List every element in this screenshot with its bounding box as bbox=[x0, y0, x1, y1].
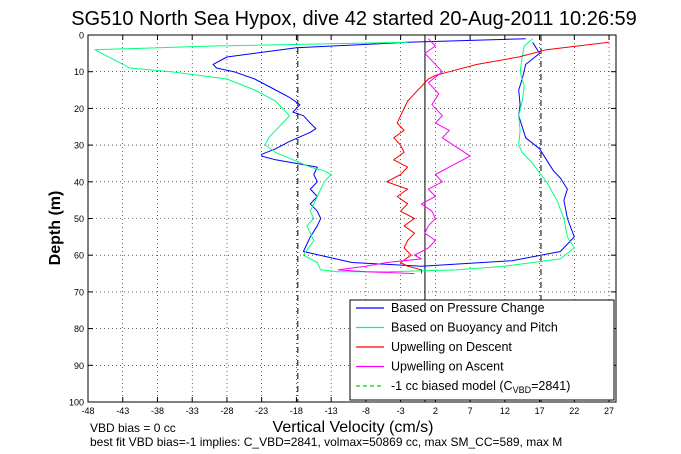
x-tick-label: 27 bbox=[604, 406, 614, 416]
y-tick-label: 60 bbox=[74, 251, 84, 261]
series-line-1 bbox=[94, 38, 575, 273]
series-line-3 bbox=[337, 38, 471, 275]
y-tick-labels: 0 10 20 30 40 50 60 70 80 90 100 bbox=[69, 31, 84, 408]
x-tick-label: -33 bbox=[186, 406, 199, 416]
legend-box bbox=[349, 299, 615, 401]
y-tick-label: 30 bbox=[74, 141, 84, 151]
y-tick-label: 50 bbox=[74, 214, 84, 224]
y-tick-label: 80 bbox=[74, 324, 84, 334]
x-tick-label: 22 bbox=[569, 406, 579, 416]
x-tick-label: -8 bbox=[362, 406, 370, 416]
legend-label-3: Upwelling on Ascent bbox=[391, 360, 504, 374]
x-tick-label: -28 bbox=[220, 406, 233, 416]
series-line-2 bbox=[386, 41, 610, 274]
x-tick-label: 7 bbox=[468, 406, 473, 416]
footnote-best-fit: best fit VBD bias=-1 implies: C_VBD=2841… bbox=[90, 435, 562, 449]
y-tick-label: 100 bbox=[69, 398, 84, 408]
x-tick-label: -3 bbox=[397, 406, 405, 416]
x-tick-label: -43 bbox=[116, 406, 129, 416]
x-tick-label: -23 bbox=[255, 406, 268, 416]
x-tick-label: 17 bbox=[535, 406, 545, 416]
footnote-vbd-bias: VBD bias = 0 cc bbox=[90, 421, 176, 435]
y-tick-label: 0 bbox=[79, 31, 84, 41]
y-tick-label: 10 bbox=[74, 67, 84, 77]
legend-label-0: Based on Pressure Change bbox=[391, 301, 545, 315]
legend-label-2: Upwelling on Descent bbox=[391, 340, 512, 354]
x-tick-label: 12 bbox=[500, 406, 510, 416]
x-tick-label: -13 bbox=[325, 406, 338, 416]
x-tick-label: -38 bbox=[151, 406, 164, 416]
chart-title: SG510 North Sea Hypox, dive 42 started 2… bbox=[71, 8, 637, 30]
series-lines bbox=[94, 38, 610, 275]
y-axis-label: Depth (m) bbox=[47, 191, 64, 266]
x-tick-label: -18 bbox=[290, 406, 303, 416]
y-tick-label: 90 bbox=[74, 361, 84, 371]
y-tick-label: 70 bbox=[74, 287, 84, 297]
legend: Based on Pressure Change Based on Buoyanc… bbox=[349, 299, 615, 401]
x-tick-label: 2 bbox=[433, 406, 438, 416]
series-line-0 bbox=[212, 38, 575, 267]
legend-label-1: Based on Buoyancy and Pitch bbox=[391, 321, 558, 335]
x-axis-label: Vertical Velocity (cm/s) bbox=[273, 419, 434, 436]
x-tick-label: -48 bbox=[81, 406, 94, 416]
legend-label-4: -1 cc biased model (CVBD=2841) bbox=[391, 379, 570, 395]
x-tick-labels: -48 -43 -38 -33 -28 -23 -18 -13 -8 -3 2 7 12 17 22 27 bbox=[81, 406, 614, 416]
y-tick-label: 40 bbox=[74, 177, 84, 187]
y-tick-label: 20 bbox=[74, 104, 84, 114]
